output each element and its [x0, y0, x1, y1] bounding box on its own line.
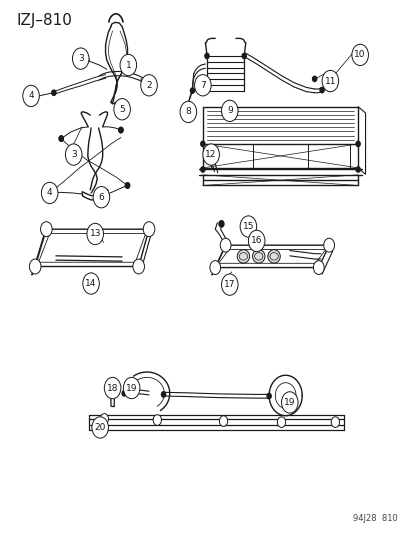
- Text: 2: 2: [146, 81, 152, 90]
- Text: 4: 4: [28, 92, 34, 100]
- Text: 7: 7: [199, 81, 205, 90]
- Circle shape: [120, 107, 123, 111]
- Text: 18: 18: [107, 384, 118, 392]
- Circle shape: [204, 53, 209, 59]
- Circle shape: [33, 94, 37, 98]
- Circle shape: [104, 377, 121, 399]
- Circle shape: [41, 182, 58, 204]
- Text: 19: 19: [283, 398, 295, 407]
- Circle shape: [140, 75, 157, 96]
- Text: 16: 16: [250, 237, 262, 245]
- Circle shape: [151, 82, 155, 87]
- Circle shape: [194, 75, 211, 96]
- Circle shape: [277, 417, 285, 427]
- Circle shape: [319, 87, 323, 93]
- Ellipse shape: [252, 249, 264, 263]
- Circle shape: [52, 90, 56, 95]
- Text: 6: 6: [98, 193, 104, 201]
- Ellipse shape: [267, 249, 280, 263]
- Circle shape: [266, 393, 271, 399]
- Text: 4: 4: [47, 189, 52, 197]
- Text: IZJ–810: IZJ–810: [17, 13, 72, 28]
- Circle shape: [65, 144, 82, 165]
- Text: 20: 20: [94, 423, 106, 432]
- Circle shape: [200, 167, 204, 172]
- Circle shape: [281, 392, 297, 413]
- Circle shape: [33, 93, 37, 99]
- Circle shape: [220, 238, 230, 252]
- Text: 9: 9: [226, 107, 232, 115]
- Circle shape: [23, 85, 39, 107]
- Text: 13: 13: [89, 230, 101, 238]
- Circle shape: [248, 230, 264, 252]
- Circle shape: [40, 222, 52, 237]
- Circle shape: [114, 99, 130, 120]
- Text: 19: 19: [126, 384, 137, 392]
- Circle shape: [218, 221, 223, 227]
- Text: 3: 3: [71, 150, 76, 159]
- Text: 94J28  810: 94J28 810: [352, 514, 396, 523]
- Circle shape: [125, 183, 129, 188]
- Text: 10: 10: [354, 51, 365, 59]
- Circle shape: [92, 417, 108, 438]
- Circle shape: [185, 104, 189, 109]
- Ellipse shape: [237, 249, 249, 263]
- Text: 14: 14: [85, 279, 97, 288]
- Circle shape: [59, 136, 63, 141]
- Circle shape: [330, 417, 339, 427]
- Circle shape: [133, 259, 144, 274]
- Circle shape: [202, 144, 219, 165]
- Circle shape: [93, 187, 109, 208]
- Text: 15: 15: [242, 222, 254, 231]
- Text: 5: 5: [119, 105, 125, 114]
- Circle shape: [161, 392, 165, 397]
- Text: 1: 1: [125, 61, 131, 69]
- Circle shape: [122, 391, 126, 396]
- Circle shape: [52, 91, 55, 95]
- Circle shape: [240, 216, 256, 237]
- Circle shape: [87, 223, 103, 245]
- Circle shape: [209, 261, 220, 274]
- Text: 11: 11: [324, 77, 335, 85]
- Circle shape: [190, 88, 194, 93]
- Circle shape: [153, 415, 161, 425]
- Circle shape: [119, 127, 123, 133]
- Text: 8: 8: [185, 108, 191, 116]
- Circle shape: [100, 414, 108, 424]
- Circle shape: [180, 101, 196, 123]
- Circle shape: [48, 190, 52, 195]
- Circle shape: [151, 82, 154, 86]
- Circle shape: [120, 54, 136, 76]
- Text: 3: 3: [78, 54, 83, 63]
- Circle shape: [355, 141, 359, 147]
- Circle shape: [313, 261, 323, 274]
- Circle shape: [143, 222, 154, 237]
- Circle shape: [221, 274, 237, 295]
- Circle shape: [125, 183, 129, 188]
- Circle shape: [219, 416, 227, 426]
- Circle shape: [351, 44, 368, 66]
- Circle shape: [83, 273, 99, 294]
- Circle shape: [355, 167, 359, 172]
- Circle shape: [221, 100, 237, 122]
- Circle shape: [321, 70, 338, 92]
- Circle shape: [123, 377, 140, 399]
- Circle shape: [312, 76, 316, 82]
- Circle shape: [200, 141, 204, 147]
- Circle shape: [29, 259, 41, 274]
- Circle shape: [242, 53, 246, 59]
- Text: 12: 12: [205, 150, 216, 159]
- Circle shape: [119, 106, 123, 111]
- Circle shape: [48, 190, 52, 195]
- Text: 17: 17: [223, 280, 235, 289]
- Circle shape: [59, 136, 63, 141]
- Circle shape: [72, 48, 89, 69]
- Circle shape: [85, 58, 89, 63]
- Circle shape: [119, 127, 123, 133]
- Circle shape: [323, 238, 334, 252]
